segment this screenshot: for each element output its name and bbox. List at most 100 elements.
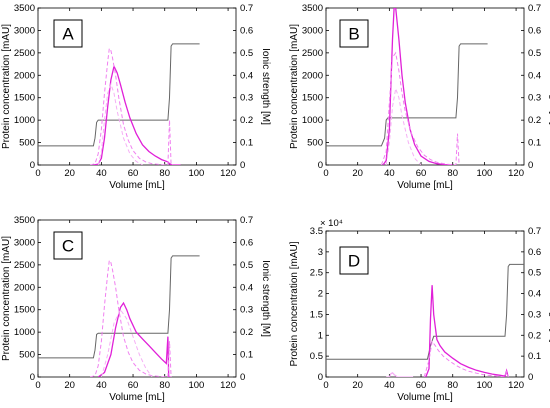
ionic-strength-line <box>326 43 488 147</box>
y2-tick-label: 0.7 <box>240 3 253 14</box>
y-tick-label: 0 <box>30 160 35 171</box>
x-tick-label: 80 <box>447 168 458 179</box>
y2-tick-label: 0.7 <box>240 215 253 226</box>
y-tick-label: 0 <box>318 160 323 171</box>
panel-label-box <box>53 231 83 260</box>
y-tick-label: 3000 <box>14 25 35 36</box>
y-tick-label: 500 <box>19 350 35 361</box>
y-axis-label: Protein concentration [mAU] <box>289 241 300 366</box>
panel-label-box <box>339 19 369 48</box>
y2-tick-label: 0.2 <box>240 115 253 126</box>
protein-series-1 <box>382 8 453 165</box>
plot-area <box>38 43 200 165</box>
x-tick-label: 100 <box>476 168 492 179</box>
y2-tick-label: 0.7 <box>528 3 541 14</box>
y-tick-label: 3.5 <box>310 226 323 237</box>
plot-frame <box>325 230 525 378</box>
panel-b: 0 20 40 60 80 100 120 0 500 1000 1500 2000 2500 3000 3… <box>289 3 550 191</box>
y2-axis-label: Ionic strength [M] <box>548 266 550 343</box>
ionic-strength-line <box>38 43 200 147</box>
x-tick-label: 80 <box>159 168 170 179</box>
y-tick-label: 1.5 <box>310 309 323 320</box>
x-tick-label: 20 <box>64 168 75 179</box>
y-axis-label: Protein concentration [mAU] <box>1 236 12 361</box>
y-tick-label: 1000 <box>302 115 323 126</box>
y-tick-label: 1500 <box>302 93 323 104</box>
y2-tick-label: 0.3 <box>528 309 541 320</box>
x-axis-label: Volume [mL] <box>397 180 453 191</box>
x-tick-label: 40 <box>384 168 395 179</box>
y-tick-label: 1 <box>318 330 323 341</box>
y2-tick-label: 0.6 <box>240 25 253 36</box>
x-tick-label: 0 <box>323 168 328 179</box>
y-tick-label: 3 <box>318 247 323 258</box>
protein-series-1 <box>425 285 509 377</box>
panel-d: 0 20 40 60 80 100 120 0 0.5 1 1.5 2 2.5 3 3.5 0 0.1 0.2 0.… <box>289 218 550 403</box>
x-tick-label: 100 <box>188 168 204 179</box>
y-tick-label: 500 <box>307 138 323 149</box>
y2-tick-label: 0.5 <box>240 260 253 271</box>
y-tick-label: 3000 <box>302 25 323 36</box>
y2-tick-label: 0.1 <box>240 138 253 149</box>
x-tick-label: 120 <box>508 380 524 391</box>
y-tick-label: 2000 <box>14 282 35 293</box>
y2-axis-label: Ionic strength [M] <box>260 48 271 125</box>
y-multiplier: × 10⁴ <box>320 218 343 229</box>
y-tick-label: 0 <box>318 372 323 383</box>
x-axis-label: Volume [mL] <box>109 180 165 191</box>
y2-tick-label: 0.5 <box>240 48 253 59</box>
x-axis-label: Volume [mL] <box>109 392 165 403</box>
x-tick-label: 120 <box>508 168 524 179</box>
x-tick-label: 40 <box>384 380 395 391</box>
y-tick-label: 0.5 <box>310 351 323 362</box>
y2-tick-label: 0.2 <box>240 327 253 338</box>
y-tick-label: 3500 <box>14 215 35 226</box>
y-tick-label: 1500 <box>14 93 35 104</box>
protein-series-2 <box>423 340 509 377</box>
y-tick-label: 3500 <box>14 3 35 14</box>
y2-tick-label: 0.3 <box>240 305 253 316</box>
y-axis-label: Protein concentration [mAU] <box>1 24 12 149</box>
x-tick-label: 0 <box>323 380 328 391</box>
x-tick-label: 60 <box>416 168 427 179</box>
y2-tick-label: 0.3 <box>528 93 541 104</box>
y-tick-label: 2000 <box>302 70 323 81</box>
panel-label-box <box>53 19 83 48</box>
x-tick-label: 80 <box>159 380 170 391</box>
protein-series-3 <box>97 82 143 165</box>
panel-a: 0 20 40 60 80 100 120 0 500 1000 1500 2000 2500 3000 3… <box>1 3 271 191</box>
y2-tick-label: 0 <box>240 160 245 171</box>
y-tick-label: 1500 <box>14 305 35 316</box>
y-tick-label: 1000 <box>14 115 35 126</box>
x-tick-label: 40 <box>96 380 107 391</box>
protein-series-3 <box>386 371 414 377</box>
x-tick-label: 60 <box>416 380 427 391</box>
plot-frame <box>37 7 237 166</box>
protein-series-1 <box>93 64 181 165</box>
panel-label: A <box>62 25 74 44</box>
x-tick-label: 100 <box>476 380 492 391</box>
y2-tick-label: 0.4 <box>528 289 541 300</box>
y2-tick-label: 0.5 <box>528 48 541 59</box>
x-axis-label: Volume [mL] <box>397 392 453 403</box>
y-tick-label: 0 <box>30 372 35 383</box>
y-tick-label: 2500 <box>302 48 323 59</box>
x-tick-label: 100 <box>188 380 204 391</box>
y2-tick-label: 0 <box>240 372 245 383</box>
y2-tick-label: 0.4 <box>240 70 253 81</box>
x-tick-label: 20 <box>64 380 75 391</box>
panel-label: B <box>348 25 359 44</box>
ionic-strength-line <box>326 263 524 360</box>
y-tick-label: 2500 <box>14 260 35 271</box>
panel-c: 0 20 40 60 80 100 120 0 500 1000 1500 2000 2500 3000 3… <box>1 215 271 403</box>
panel-label: C <box>62 237 74 256</box>
x-tick-label: 0 <box>35 380 40 391</box>
plot-frame <box>325 7 525 166</box>
y2-tick-label: 0.1 <box>528 138 541 149</box>
x-tick-label: 20 <box>352 380 363 391</box>
y-tick-label: 3500 <box>302 3 323 14</box>
y2-tick-label: 0 <box>528 372 533 383</box>
x-tick-label: 20 <box>352 168 363 179</box>
y2-axis-label: Ionic strength [M] <box>548 48 550 125</box>
